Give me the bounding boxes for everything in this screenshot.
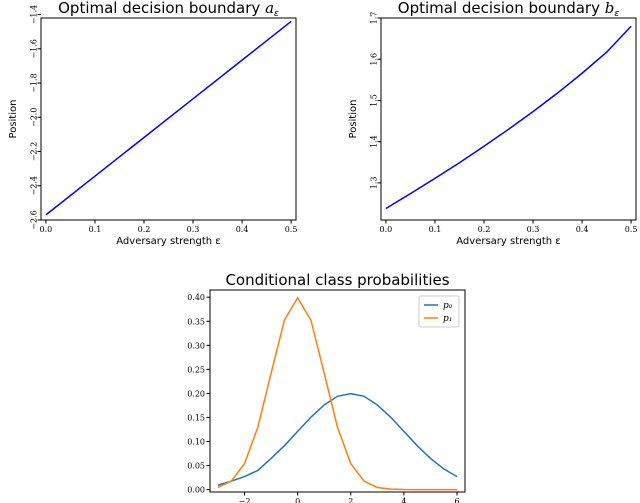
chart-1: 0.0 0.1 0.2 0.3 0.4 0.5 −2.6 −2.4 −2.2 −2.0 −1.8 −1… — [8, 0, 297, 247]
x-tick-label: 0.3 — [187, 225, 200, 234]
y-tick-label: −1.8 — [30, 73, 39, 92]
chart-3: −2 0 2 4 6 0.00 0.05 0.10 0.15 0.20 0.25 0.30 0.35 0.… — [187, 271, 466, 503]
y-tick-label: −2.6 — [30, 210, 39, 229]
x-axis-label: Adversary strength ε — [116, 236, 220, 247]
y-tick-label: −1.6 — [30, 39, 39, 58]
y-tick-label: 0.25 — [187, 365, 205, 374]
chart-title: Optimal decision boundary aε — [58, 0, 279, 19]
y-tick-label: −1.4 — [30, 5, 39, 24]
chart-title: Conditional class probabilities — [225, 271, 449, 289]
y-axis-label: Position — [348, 100, 359, 139]
series-line-3-1 — [217, 392, 458, 486]
x-tick-label: 0.0 — [40, 225, 53, 234]
chart-2: 0.0 0.1 0.2 0.3 0.4 0.5 1.3 1.4 1.5 1.6 1.7 Optimal… — [348, 0, 637, 247]
x-tick-label: 4 — [401, 497, 406, 503]
x-tick-label: 0.4 — [576, 225, 589, 234]
x-tick-label: 0.1 — [89, 225, 102, 234]
x-tick-label: 0.0 — [380, 225, 393, 234]
y-axis-label: Position — [8, 100, 19, 139]
legend-entry: p₀ — [443, 301, 453, 311]
x-tick-label: 6 — [454, 497, 459, 503]
x-tick-label: 0.1 — [429, 225, 442, 234]
series-line-3-2 — [217, 296, 458, 491]
y-tick-label: 1.4 — [370, 135, 379, 148]
y-tick-label: 0.20 — [187, 389, 205, 398]
y-tick-label: −2.2 — [30, 142, 39, 161]
x-tick-label: 0.3 — [527, 225, 540, 234]
y-tick-label: 0.15 — [187, 413, 205, 422]
y-tick-label: 1.7 — [370, 12, 379, 25]
y-tick-label: 0.30 — [187, 341, 205, 350]
x-tick-label: 2 — [348, 497, 353, 503]
x-tick-label: −2 — [239, 497, 251, 503]
y-tick-label: −2.4 — [30, 176, 39, 195]
y-tick-label: 1.3 — [370, 177, 379, 190]
y-tick-label: 0.40 — [187, 293, 205, 302]
x-tick-label: 0.4 — [236, 225, 249, 234]
chart-title: Optimal decision boundary bε — [398, 0, 620, 19]
y-tick-label: 1.6 — [370, 53, 379, 66]
series-line-1-1 — [45, 20, 292, 216]
axes-frame — [380, 17, 637, 221]
y-tick-label: −2.0 — [29, 108, 38, 127]
x-tick-label: 0 — [295, 497, 300, 503]
y-tick-label: 0.05 — [187, 462, 205, 471]
legend-entry: p₁ — [443, 314, 452, 324]
axes-frame — [209, 289, 466, 493]
legend: p₀ p₁ — [418, 295, 460, 328]
axes-frame — [40, 17, 297, 221]
x-tick-label: 0.5 — [625, 225, 638, 234]
y-tick-label: 0.00 — [187, 486, 205, 495]
x-tick-label: 0.2 — [138, 225, 151, 234]
legend-box — [418, 295, 460, 328]
y-tick-label: 1.5 — [370, 94, 379, 107]
y-tick-label: 0.10 — [187, 438, 205, 447]
x-axis-label: Adversary strength ε — [456, 236, 560, 247]
x-tick-label: 0.5 — [285, 225, 298, 234]
series-line-2-1 — [385, 25, 632, 210]
y-tick-label: 0.35 — [187, 317, 205, 326]
x-tick-label: 0.2 — [478, 225, 491, 234]
